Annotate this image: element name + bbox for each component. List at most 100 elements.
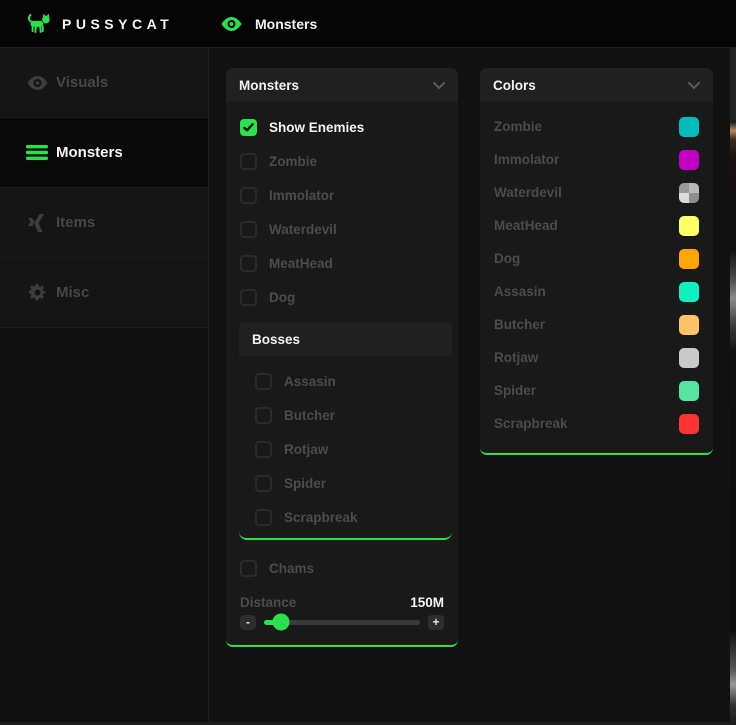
top-bar: PUSSYCAT Monsters — [0, 0, 736, 48]
menu-icon — [22, 144, 52, 161]
monster-row: Dog — [226, 280, 458, 314]
assasin-checkbox[interactable] — [255, 372, 272, 390]
distance-slider-track[interactable] — [264, 613, 420, 631]
sidebar-item-visuals[interactable]: Visuals — [0, 48, 208, 118]
distance-value: 150M — [410, 594, 444, 610]
distance-label: Distance — [240, 594, 297, 610]
boss-label: Butcher — [284, 407, 336, 423]
color-row: Assasin — [480, 275, 713, 308]
color-label: Immolator — [494, 152, 560, 167]
assasin-color-swatch[interactable] — [679, 281, 699, 302]
show-enemies-checkbox[interactable] — [240, 118, 257, 136]
rotjaw-color-swatch[interactable] — [679, 347, 699, 368]
butcher-checkbox[interactable] — [255, 406, 272, 424]
sidebar-item-misc[interactable]: Misc — [0, 258, 208, 328]
monsters-panel-header[interactable]: Monsters — [226, 68, 458, 102]
color-row: Butcher — [480, 308, 713, 341]
color-label: Spider — [494, 383, 537, 398]
chams-checkbox[interactable] — [240, 559, 257, 577]
rotjaw-checkbox[interactable] — [255, 440, 272, 458]
monster-row: Immolator — [226, 178, 458, 212]
color-row: Scrapbreak — [480, 407, 713, 440]
color-label: Zombie — [494, 119, 543, 134]
zombie-checkbox[interactable] — [240, 152, 257, 170]
monster-row: Waterdevil — [226, 212, 458, 246]
sidebar-item-items[interactable]: Items — [0, 188, 208, 258]
dog-checkbox[interactable] — [240, 288, 257, 306]
chams-label: Chams — [269, 560, 315, 576]
butcher-color-swatch[interactable] — [679, 314, 699, 335]
waterdevil-checkbox[interactable] — [240, 220, 257, 238]
chevron-down-icon — [433, 81, 445, 89]
brand: PUSSYCAT — [26, 0, 173, 47]
meathead-checkbox[interactable] — [240, 254, 257, 272]
color-row: Waterdevil — [480, 176, 713, 209]
color-label: Assasin — [494, 284, 546, 299]
color-label: Waterdevil — [494, 185, 562, 200]
monster-label: Immolator — [269, 187, 335, 203]
sidebar: Visuals Monsters Items — [0, 48, 209, 725]
sidebar-item-label: Visuals — [56, 74, 109, 91]
distance-header: Distance 150M — [226, 592, 458, 612]
bosses-title: Bosses — [252, 331, 301, 347]
color-label: MeatHead — [494, 218, 558, 233]
items-icon — [22, 213, 52, 232]
distance-minus-button[interactable]: - — [240, 614, 256, 630]
boss-row: Assasin — [239, 364, 452, 398]
boss-row: Butcher — [239, 398, 452, 432]
scrapbreak-color-swatch[interactable] — [679, 413, 699, 434]
show-enemies-row: Show Enemies — [226, 110, 458, 144]
color-row: Spider — [480, 374, 713, 407]
distance-plus-button[interactable]: + — [428, 614, 444, 630]
immolator-checkbox[interactable] — [240, 186, 257, 204]
color-label: Rotjaw — [494, 350, 539, 365]
monsters-panel: Monsters Show Enemies Zombie — [226, 68, 458, 647]
monster-label: MeatHead — [269, 255, 333, 271]
dog-color-swatch[interactable] — [679, 248, 699, 269]
panel-title: Monsters — [239, 77, 300, 93]
eye-icon — [220, 16, 243, 32]
monster-label: Zombie — [269, 153, 318, 169]
distance-slider-thumb[interactable] — [272, 613, 290, 631]
chevron-down-icon — [688, 81, 700, 89]
boss-label: Scrapbreak — [284, 509, 358, 525]
color-row: MeatHead — [480, 209, 713, 242]
sidebar-item-label: Monsters — [56, 144, 123, 161]
content-area: Monsters Show Enemies Zombie — [209, 48, 736, 725]
sidebar-item-label: Misc — [56, 284, 90, 301]
color-label: Scrapbreak — [494, 416, 568, 431]
boss-row: Spider — [239, 466, 452, 500]
boss-row: Scrapbreak — [239, 500, 452, 534]
immolator-color-swatch[interactable] — [679, 149, 699, 170]
monster-label: Waterdevil — [269, 221, 337, 237]
cat-logo-icon — [26, 13, 53, 34]
color-row: Rotjaw — [480, 341, 713, 374]
boss-label: Assasin — [284, 373, 336, 389]
spider-checkbox[interactable] — [255, 474, 272, 492]
color-row: Immolator — [480, 143, 713, 176]
color-label: Dog — [494, 251, 521, 266]
sidebar-item-monsters[interactable]: Monsters — [0, 118, 208, 188]
spider-color-swatch[interactable] — [679, 380, 699, 401]
colors-panel: Colors Zombie Immolator Waterdevil — [480, 68, 713, 455]
game-background-sliver — [730, 48, 736, 725]
color-row: Dog — [480, 242, 713, 275]
scrapbreak-checkbox[interactable] — [255, 508, 272, 526]
sidebar-item-label: Items — [56, 214, 96, 231]
gear-icon — [22, 282, 52, 303]
colors-panel-header[interactable]: Colors — [480, 68, 713, 102]
bosses-header: Bosses — [239, 322, 452, 356]
monster-label: Dog — [269, 289, 296, 305]
panel-title: Colors — [493, 77, 536, 93]
page-title: Monsters — [255, 15, 318, 32]
eye-icon — [22, 75, 52, 91]
zombie-color-swatch[interactable] — [679, 116, 699, 137]
boss-row: Rotjaw — [239, 432, 452, 466]
waterdevil-color-swatch[interactable] — [679, 182, 699, 203]
meathead-color-swatch[interactable] — [679, 215, 699, 236]
color-label: Butcher — [494, 317, 546, 332]
boss-label: Spider — [284, 475, 327, 491]
bosses-section: Bosses Assasin Butcher Rotjaw — [239, 322, 452, 540]
chams-row: Chams — [226, 551, 458, 585]
